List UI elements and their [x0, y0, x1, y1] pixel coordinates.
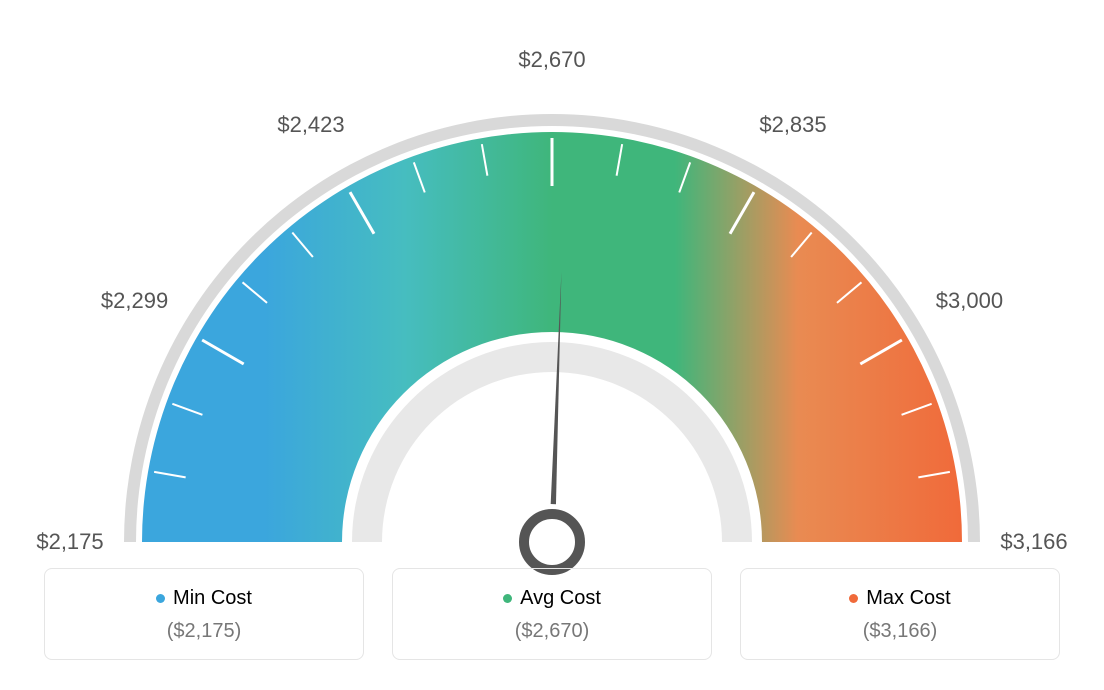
gauge-tick-label: $3,000 [936, 288, 1003, 314]
gauge-tick-label: $2,835 [759, 112, 826, 138]
gauge-tick-label: $2,423 [277, 112, 344, 138]
legend-title-avg: Avg Cost [393, 587, 711, 610]
gauge-tick-label: $2,670 [518, 47, 585, 73]
legend-card-max: Max Cost ($3,166) [740, 568, 1060, 660]
legend-card-avg: Avg Cost ($2,670) [392, 568, 712, 660]
gauge-tick-label: $3,166 [1000, 529, 1067, 555]
dot-icon [503, 594, 512, 603]
dot-icon [156, 594, 165, 603]
gauge-tick-label: $2,299 [101, 288, 168, 314]
legend-title-max: Max Cost [741, 587, 1059, 610]
gauge-svg [52, 20, 1052, 580]
legend-card-min: Min Cost ($2,175) [44, 568, 364, 660]
legend-title-min: Min Cost [45, 587, 363, 610]
legend-value-max: ($3,166) [741, 620, 1059, 643]
gauge-chart: $2,175$2,299$2,423$2,670$2,835$3,000$3,1… [52, 20, 1052, 560]
gauge-tick-label: $2,175 [36, 529, 103, 555]
legend-title-text: Max Cost [866, 587, 950, 610]
dot-icon [849, 594, 858, 603]
legend-title-text: Avg Cost [520, 587, 601, 610]
legend-value-avg: ($2,670) [393, 620, 711, 643]
legend-value-min: ($2,175) [45, 620, 363, 643]
legend-title-text: Min Cost [173, 587, 252, 610]
legend-row: Min Cost ($2,175) Avg Cost ($2,670) Max … [44, 568, 1060, 660]
